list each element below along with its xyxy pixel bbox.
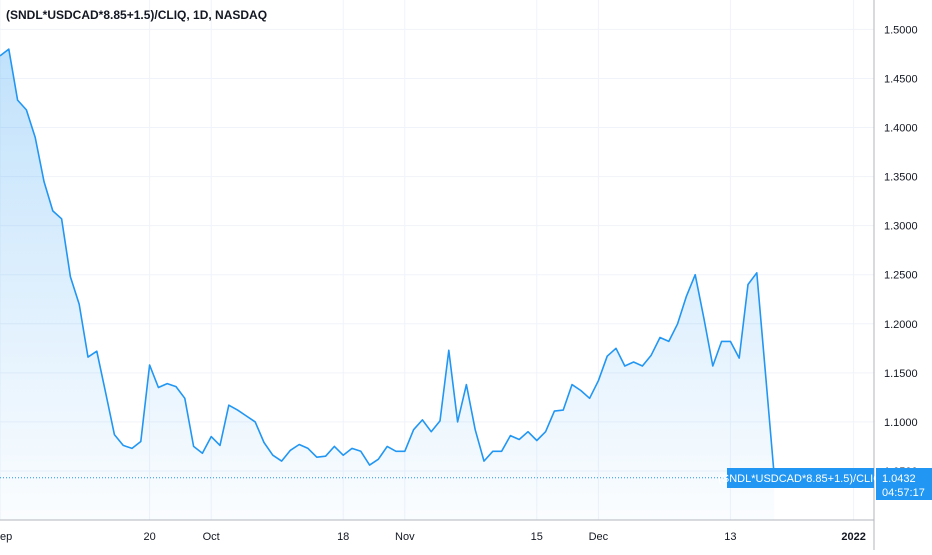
price-line [0,48,776,478]
time-tick-label: ep [0,531,12,543]
price-tick-label: 1.2500 [884,270,918,282]
chart-title: (SNDL*USDCAD*8.85+1.5)/CLIQ, 1D, NASDAQ [6,8,268,22]
price-tick-label: 1.3500 [884,172,918,184]
time-tick-label: 20 [143,531,155,543]
price-axis-bg[interactable] [874,0,932,520]
series-label-badge: (SNDL*USDCAD*8.85+1.5)/CLIQ [718,468,882,488]
time-tick-label: 2022 [841,531,865,543]
price-tick-label: 1.1000 [884,417,918,429]
time-tick-label: Oct [203,531,220,543]
time-axis-bg[interactable] [0,520,874,550]
last-price-badge: 1.0432 04:57:17 [876,468,932,500]
price-tick-label: 1.5000 [884,24,918,36]
time-tick-label: 18 [337,531,349,543]
price-tick-label: 1.1500 [884,368,918,380]
price-area-fill [0,49,775,520]
price-tick-label: 1.4000 [884,123,918,135]
time-tick-label: 15 [531,531,543,543]
time-tick-label: Dec [589,531,609,543]
price-tick-label: 1.2000 [884,319,918,331]
price-tick-label: 1.3000 [884,221,918,233]
vertical-gridlines [0,0,855,520]
series-label-text: (SNDL*USDCAD*8.85+1.5)/CLIQ [718,473,882,485]
time-tick-label: 13 [724,531,736,543]
time-tick-label: Nov [395,531,415,543]
price-tick-label: 1.4500 [884,73,918,85]
time-axis-labels: ep20Oct18Nov15Dec13202213 [0,531,866,543]
series-label-bg [727,468,874,488]
last-price-bg [876,468,932,500]
last-price-value: 1.0432 [882,473,916,485]
countdown-timer: 04:57:17 [882,487,925,499]
